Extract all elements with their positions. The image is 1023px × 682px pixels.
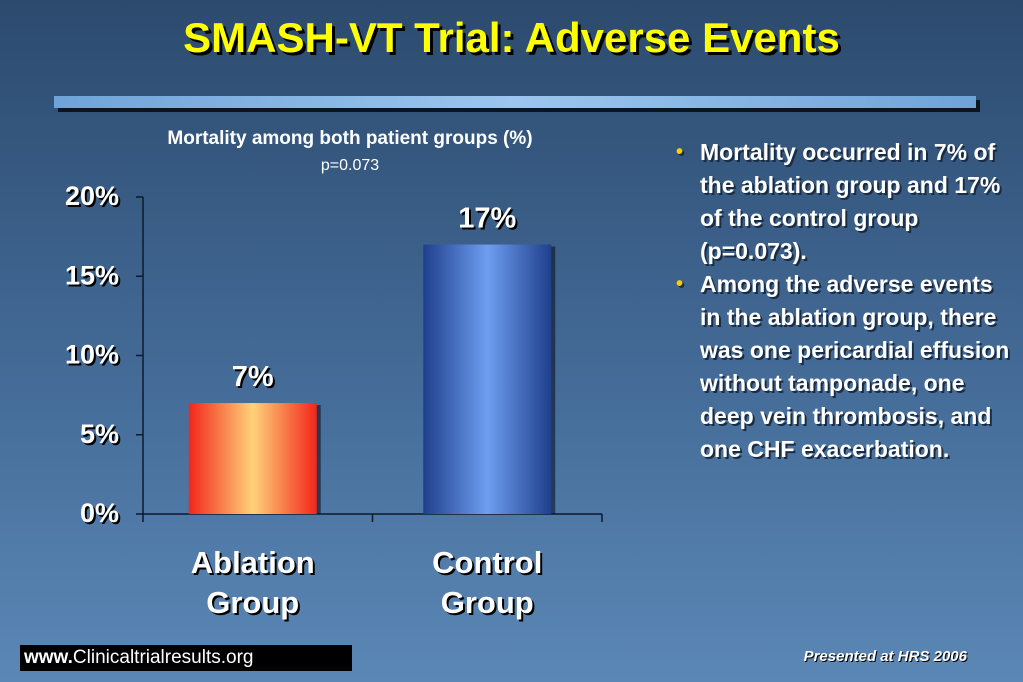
- bullet-dot-icon: •: [676, 273, 684, 295]
- bar-value-label-shadow: 7%: [234, 363, 276, 395]
- y-tick-label-shadow: 5%: [82, 421, 121, 451]
- url-prefix: www.: [24, 647, 73, 668]
- y-tick-label-shadow: 10%: [67, 342, 121, 372]
- category-label: Group: [206, 585, 299, 620]
- y-tick-label-shadow: 0%: [82, 500, 121, 530]
- category-label-shadow: Control: [434, 547, 544, 582]
- y-tick-label-shadow: 20%: [67, 183, 121, 213]
- key-findings-list: • Mortality occurred in 7% of the ablati…: [676, 136, 1011, 466]
- y-tick-label: 0%: [80, 498, 119, 528]
- category-label: Control: [432, 545, 542, 580]
- bar-value-label: 7%: [232, 361, 274, 393]
- category-label-shadow: Ablation: [193, 547, 317, 582]
- slide-title: SMASH-VT Trial: Adverse Events: [183, 14, 840, 61]
- category-label-shadow: Group: [208, 587, 301, 622]
- presentation-note: Presented at HRS 2006: [803, 648, 967, 665]
- bar: [188, 403, 317, 514]
- category-label: Group: [441, 585, 534, 620]
- category-label: Ablation: [191, 545, 315, 580]
- title-divider: [54, 96, 976, 108]
- category-label-shadow: Group: [443, 587, 536, 622]
- bar: [423, 244, 552, 515]
- bar-value-label: 17%: [458, 203, 516, 235]
- bullet-text: Among the adverse events in the ablation…: [700, 271, 1010, 462]
- chart-title: Mortality among both patient groups (%): [167, 128, 533, 149]
- bar-value-label-shadow: 17%: [460, 205, 518, 237]
- y-tick-label: 5%: [80, 419, 119, 449]
- bullet-item: • Mortality occurred in 7% of the ablati…: [676, 136, 1011, 268]
- y-tick-label: 20%: [65, 181, 119, 211]
- bullet-dot-icon: •: [676, 141, 684, 163]
- bullet-text: Mortality occurred in 7% of the ablation…: [700, 139, 1001, 264]
- y-tick-label: 10%: [65, 340, 119, 370]
- y-tick-label-shadow: 15%: [67, 262, 121, 292]
- chart-subtitle: p=0.073: [320, 157, 380, 174]
- source-url[interactable]: www.Clinicaltrialresults.org: [20, 645, 352, 671]
- bullet-item: • Among the adverse events in the ablati…: [676, 268, 1011, 466]
- y-tick-label: 15%: [65, 260, 119, 290]
- url-domain: Clinicaltrialresults.org: [72, 647, 254, 668]
